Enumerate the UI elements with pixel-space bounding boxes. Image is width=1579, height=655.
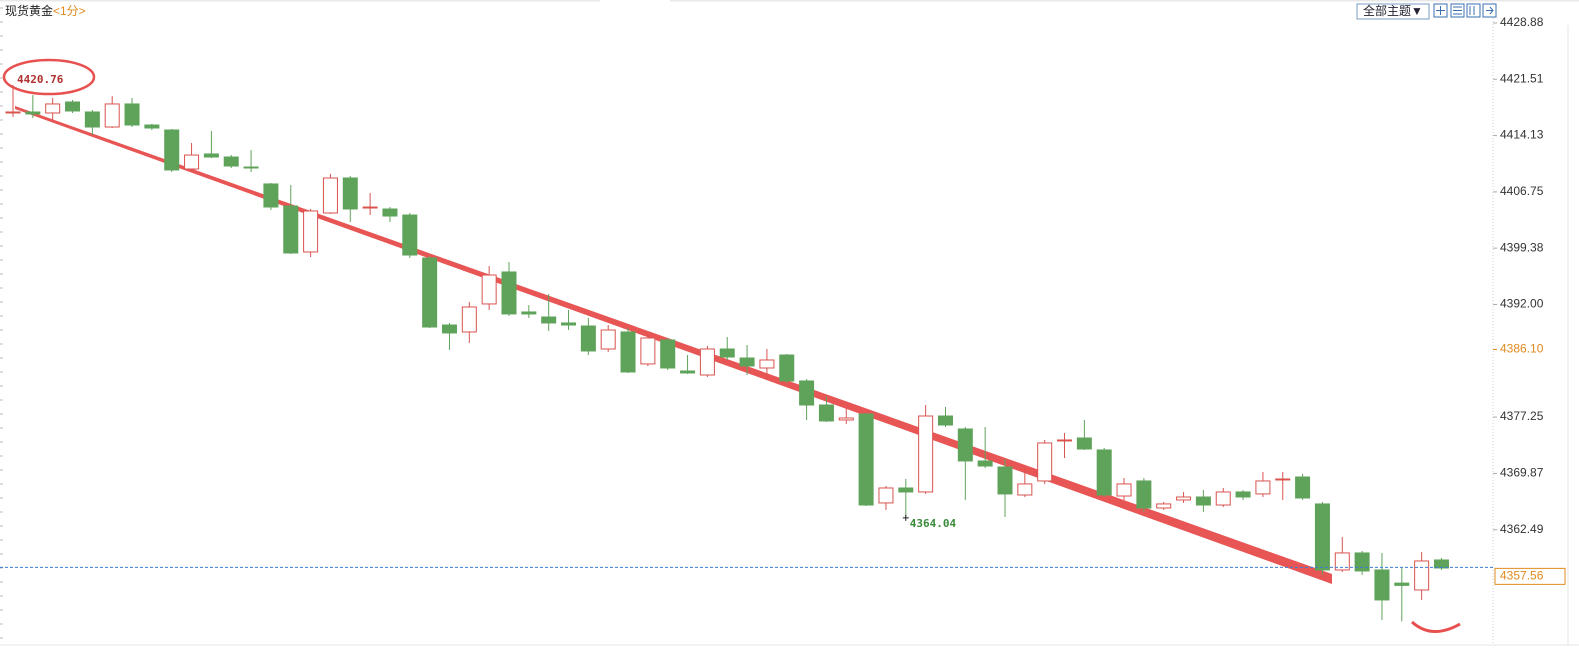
candle-body: [1057, 439, 1073, 442]
candle-body: [1076, 437, 1092, 450]
y-tick-label: 4377.25: [1500, 409, 1544, 423]
candle-body: [739, 357, 755, 367]
candle-body: [937, 415, 953, 426]
candle-body: [1295, 476, 1311, 499]
marker-label: 4386.10: [1500, 342, 1544, 356]
candle-body: [362, 206, 378, 209]
candle-body: [918, 415, 934, 493]
candle-body: [441, 324, 457, 334]
candle-body: [223, 156, 239, 167]
y-tick-label: 4399.38: [1500, 240, 1544, 254]
y-tick-label: 4369.87: [1500, 466, 1544, 480]
candle-body: [303, 210, 319, 253]
y-tick-label: 4428.88: [1500, 15, 1544, 29]
candle-body: [283, 205, 299, 254]
annotation-label: 4364.04: [910, 517, 957, 530]
candle-body: [858, 413, 874, 506]
candle-body: [144, 124, 160, 129]
candle-body: [1255, 480, 1271, 495]
candle-body: [382, 208, 398, 217]
candle-body: [184, 154, 200, 170]
candle-body: [1275, 478, 1291, 481]
candle-body: [461, 306, 477, 333]
candle-body: [878, 487, 894, 504]
candle-body: [640, 337, 656, 365]
candle-body: [660, 339, 676, 369]
candle-body: [699, 348, 715, 376]
candle-body: [1314, 503, 1330, 571]
candle-body: [25, 111, 41, 115]
candle-body: [977, 460, 993, 467]
y-tick-label: 4414.13: [1500, 128, 1544, 142]
candle-body: [1215, 491, 1231, 506]
y-tick-label: 4362.49: [1500, 522, 1544, 536]
y-tick-label: 4406.75: [1500, 184, 1544, 198]
y-tick-label: 4392.00: [1500, 297, 1544, 311]
candle-body: [1037, 442, 1053, 482]
toolbar-icons: [1433, 3, 1497, 18]
candle-body: [1156, 503, 1172, 509]
candle-body: [243, 166, 259, 169]
chart-title: 现货黄金: [5, 3, 53, 18]
candle-body: [84, 111, 100, 128]
current-price-label: 4357.56: [1500, 569, 1544, 583]
candle-body: [104, 103, 120, 128]
icon-glyph: [1436, 6, 1494, 15]
candle-body: [620, 331, 636, 373]
candle-body: [203, 153, 219, 158]
annotation-label: 4420.76: [17, 73, 64, 86]
candle-body: [1374, 569, 1390, 601]
candle-body: [164, 129, 180, 171]
candle-body: [1235, 491, 1251, 498]
candle-body: [481, 274, 497, 305]
candle-body: [1394, 582, 1410, 586]
candle-body: [422, 257, 438, 328]
candle-body: [561, 322, 577, 326]
candle-body: [1017, 483, 1033, 496]
candle-body: [580, 325, 596, 352]
chart-subtitle[interactable]: <1分>: [53, 4, 86, 18]
highlight-arc: [1410, 620, 1461, 633]
y-tick-label: 4421.51: [1500, 71, 1544, 85]
candle-body: [342, 177, 358, 210]
candle-body: [898, 487, 914, 493]
candle-body: [5, 111, 21, 114]
theme-button-label[interactable]: 全部主题▼: [1363, 3, 1423, 18]
candle-body: [997, 466, 1013, 495]
candle-body: [1414, 560, 1430, 591]
candle-body: [759, 359, 775, 369]
candle-body: [45, 103, 61, 114]
theme-button[interactable]: [1356, 3, 1430, 20]
plot-area: 4428.88 4421.51 4414.13 4406.75 4399.38 4392.…: [0, 7, 1566, 639]
candle-body: [779, 354, 795, 382]
candle-body: [65, 101, 81, 112]
candle-body: [838, 417, 854, 421]
candle-body: [1354, 552, 1370, 572]
candle-body: [322, 177, 338, 214]
candle-body: [1433, 559, 1449, 569]
candle-body: [263, 183, 279, 208]
candle-body: [957, 428, 973, 462]
highlight-ellipse: [2, 58, 96, 96]
candle-body: [501, 271, 517, 315]
current-price-box: [1494, 567, 1566, 585]
annotation-pointer: [902, 514, 909, 521]
candle-body: [719, 348, 735, 358]
candle-body: [1116, 483, 1132, 497]
candle-body: [124, 103, 140, 126]
candle-body: [600, 329, 616, 350]
candle-body: [1176, 496, 1192, 501]
candle-body: [1334, 552, 1350, 571]
candle-body: [541, 316, 557, 324]
candle-body: [521, 311, 537, 315]
candle-body: [799, 380, 815, 406]
candle-body: [1136, 480, 1152, 509]
candle-body: [818, 404, 834, 422]
candle-body: [1096, 449, 1112, 496]
candle-body: [1195, 496, 1211, 506]
candle-body: [680, 370, 696, 374]
candle-body: [402, 214, 418, 256]
